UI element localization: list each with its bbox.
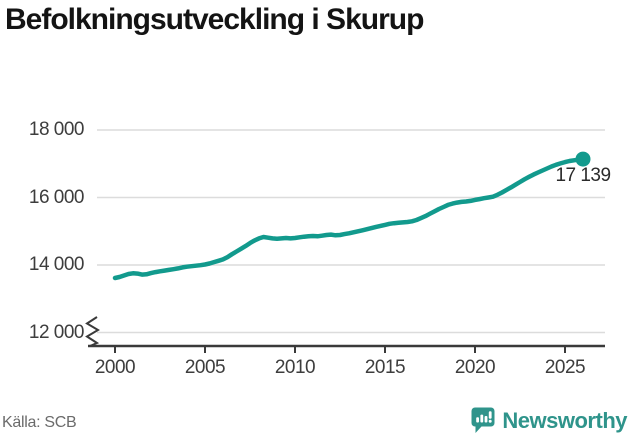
x-tick-label: 2015	[364, 357, 406, 378]
y-axis-break-icon	[85, 316, 100, 347]
x-tick-label: 2020	[454, 357, 496, 378]
source-note: Källa: SCB	[2, 414, 77, 431]
population-line	[112, 156, 586, 281]
x-tick-label: 2025	[544, 357, 586, 378]
x-tick-label: 2000	[94, 357, 136, 378]
x-tick-label: 2010	[274, 357, 316, 378]
latest-value-label: 17 139	[555, 165, 611, 186]
newsworthy-chart-bubble-icon	[471, 407, 495, 433]
newsworthy-wordmark: Newsworthy	[502, 408, 627, 433]
y-tick-label: 14 000	[28, 254, 85, 275]
y-tick-label: 18 000	[28, 119, 85, 141]
newsworthy-logo[interactable]: Newsworthy	[471, 407, 627, 434]
y-tick-label: 16 000	[28, 186, 85, 208]
chart-title: Befolkningsutveckling i Skurup	[5, 3, 424, 36]
y-tick-label: 12 000	[28, 321, 85, 343]
chart-footer: Källa: SCB Newsworthy	[0, 404, 631, 439]
x-tick-label: 2005	[184, 357, 226, 378]
